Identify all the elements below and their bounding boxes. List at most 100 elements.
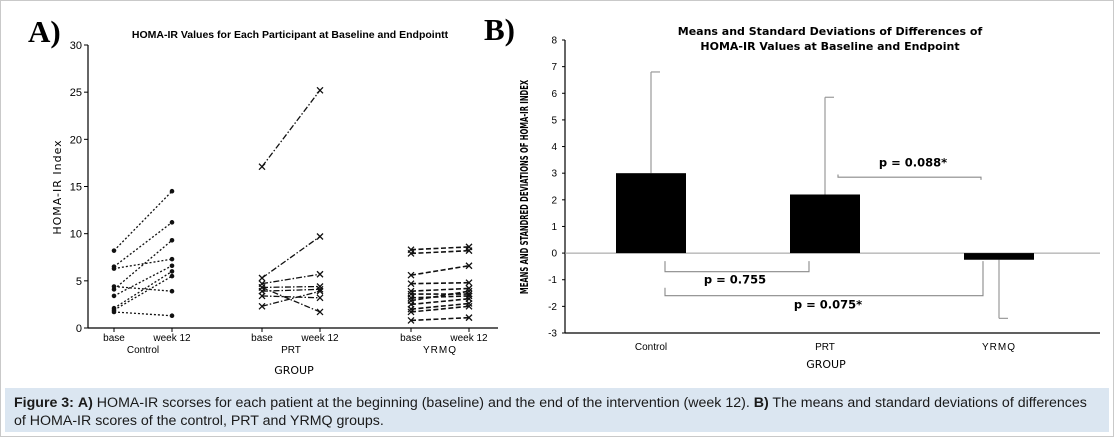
panel-a-y-tick-label: 10 bbox=[70, 229, 82, 241]
participant-point bbox=[258, 283, 266, 291]
participant-point bbox=[169, 269, 175, 274]
participant-point bbox=[465, 284, 473, 292]
panel-a-group-label: Control bbox=[127, 345, 159, 356]
panel-b-y-tick-label: -3 bbox=[548, 329, 557, 340]
panel-a-y-tick-label: 0 bbox=[76, 323, 82, 335]
comparison-bracket bbox=[664, 261, 984, 297]
participant-point bbox=[465, 314, 473, 322]
participant-point bbox=[407, 308, 415, 316]
participant-line bbox=[113, 311, 173, 317]
panel-b-y-ticks: -3 -2 -1 0 1 2 3 4 5 6 7 8 bbox=[548, 36, 565, 340]
comparison-bracket bbox=[664, 261, 810, 273]
panel-a-y-tick-label: 5 bbox=[76, 276, 82, 288]
bar bbox=[790, 194, 860, 254]
panel-b-y-tick-label: 1 bbox=[551, 222, 557, 233]
participant-point bbox=[316, 308, 324, 316]
participant-point bbox=[465, 247, 473, 255]
figure-caption: Figure 3: A) HOMA-IR scorses for each pa… bbox=[5, 388, 1109, 432]
participant-line bbox=[261, 295, 321, 299]
caption-a-label: A) bbox=[77, 395, 93, 411]
participant-line bbox=[113, 275, 173, 311]
panel-b-y-tick-label: 3 bbox=[551, 169, 557, 180]
panel-b-bars bbox=[616, 173, 1034, 260]
panel-b-y-tick-label: 4 bbox=[551, 142, 557, 153]
participant-point bbox=[465, 300, 473, 307]
participant-point bbox=[316, 233, 324, 240]
panel-b-comparisons: p = 0.088* p = 0.755 p = 0.075* bbox=[664, 156, 984, 311]
caption-a-text: HOMA-IR scorses for each patient at the … bbox=[92, 395, 750, 411]
panel-b-y-tick-label: 5 bbox=[551, 115, 557, 126]
participant-point bbox=[465, 302, 473, 310]
panel-b-y-tick-label: 0 bbox=[551, 249, 557, 260]
panel-a-participant-lines bbox=[111, 86, 473, 324]
participant-line bbox=[113, 270, 173, 309]
participant-line bbox=[410, 295, 470, 299]
panel-b-category-label: PRT bbox=[815, 342, 835, 353]
panel-b-y-tick-label: 6 bbox=[551, 89, 557, 100]
participant-point bbox=[169, 273, 175, 279]
participant-line bbox=[261, 89, 321, 168]
panel-b-category-label: YRMQ bbox=[982, 342, 1016, 353]
participant-line bbox=[410, 290, 470, 302]
participant-point bbox=[169, 313, 175, 319]
panel-b-title-line2: HOMA-IR Values at Baseline and Endpoint bbox=[700, 40, 959, 53]
participant-line bbox=[410, 246, 470, 251]
participant-line bbox=[261, 235, 321, 279]
panel-a-timepoint-label: week 12 bbox=[449, 333, 488, 344]
participant-line bbox=[113, 285, 173, 292]
participant-point bbox=[407, 316, 415, 324]
panel-a: A) HOMA-IR Values for Each Participant a… bbox=[28, 14, 498, 377]
participant-line bbox=[113, 221, 173, 268]
participant-point bbox=[465, 262, 473, 270]
panel-a-letter: A) bbox=[28, 14, 61, 49]
participant-line bbox=[410, 302, 470, 310]
participant-point bbox=[169, 188, 175, 194]
panel-a-y-tick-label: 15 bbox=[70, 182, 82, 194]
panel-b-y-axis-label: MEANS AND STANDRED DEVIATIONS OF HOMA-IR… bbox=[520, 80, 532, 294]
panel-a-axes bbox=[87, 45, 498, 329]
panel-a-timepoint-label: week 12 bbox=[152, 333, 191, 344]
panel-b: B) Means and Standard Deviations of Diff… bbox=[484, 12, 1100, 371]
participant-line bbox=[410, 249, 470, 255]
comparison-bracket bbox=[837, 174, 982, 180]
bar bbox=[964, 253, 1034, 260]
panel-a-y-tick-label: 20 bbox=[70, 134, 82, 146]
participant-point bbox=[316, 270, 324, 278]
panel-a-y-tick-label: 30 bbox=[70, 40, 82, 52]
participant-point bbox=[169, 237, 175, 243]
participant-point bbox=[316, 86, 324, 94]
panel-a-timepoint-label: base bbox=[103, 333, 125, 344]
participant-point bbox=[169, 263, 175, 269]
bar bbox=[616, 173, 686, 254]
participant-line bbox=[410, 316, 470, 322]
panel-b-category-label: Control bbox=[635, 342, 667, 353]
panel-b-y-tick-label: 2 bbox=[551, 195, 557, 206]
panel-b-y-tick-label: 8 bbox=[551, 36, 557, 47]
panel-b-error-bars bbox=[650, 71, 1008, 319]
panel-a-x-axis-label: GROUP bbox=[274, 364, 314, 377]
participant-point bbox=[258, 292, 266, 300]
participant-point bbox=[111, 266, 117, 271]
caption-b-text: The means and standard deviations of dif… bbox=[14, 395, 1087, 429]
participant-line bbox=[261, 273, 321, 285]
participant-line bbox=[113, 265, 173, 297]
panel-a-group-label: PRT bbox=[281, 345, 301, 356]
panel-b-x-axis-label: GROUP bbox=[806, 358, 846, 371]
panel-b-y-tick-label: -1 bbox=[548, 275, 557, 286]
participant-point bbox=[258, 274, 266, 282]
participant-line bbox=[410, 287, 470, 293]
panel-a-y-tick-label: 25 bbox=[70, 87, 82, 99]
participant-point bbox=[316, 294, 324, 302]
panel-b-letter: B) bbox=[484, 12, 515, 47]
comparison-label: p = 0.755 bbox=[704, 273, 766, 287]
panel-a-title: HOMA-IR Values for Each Participant at B… bbox=[132, 29, 449, 41]
participant-line bbox=[261, 286, 321, 313]
participant-point bbox=[407, 271, 415, 279]
participant-point bbox=[407, 250, 415, 257]
panel-a-y-ticks: 0 5 10 15 20 25 30 bbox=[70, 40, 88, 335]
participant-line bbox=[113, 190, 173, 252]
participant-line bbox=[113, 239, 173, 290]
